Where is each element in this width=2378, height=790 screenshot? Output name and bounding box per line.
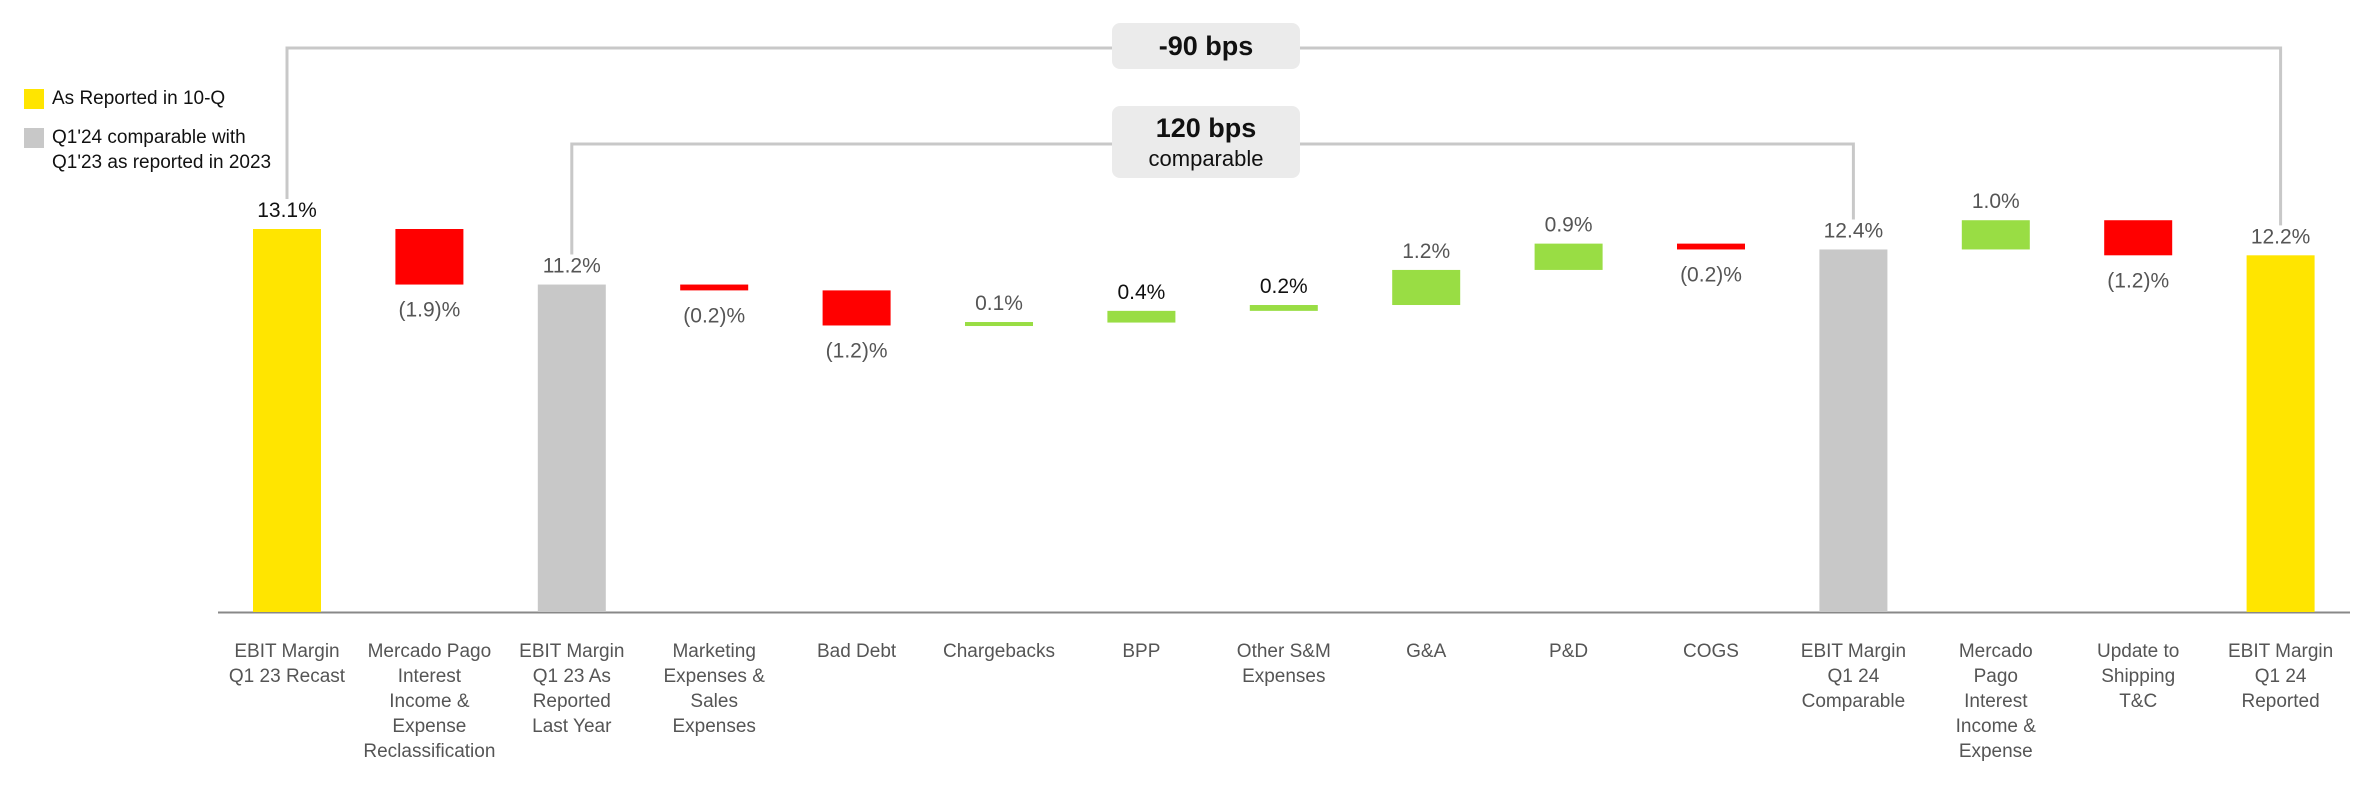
- bar-1: [253, 229, 321, 612]
- legend: As Reported in 10-Q Q1'24 comparable wit…: [24, 86, 274, 189]
- bar-10: [1534, 243, 1603, 270]
- data-label-14: (1.2)%: [2107, 269, 2169, 292]
- category-label-2-line-2: Interest: [398, 666, 462, 687]
- category-label-12-line-3: Comparable: [1802, 691, 1906, 712]
- category-label-1-line-1: EBIT Margin: [234, 641, 339, 662]
- bracket-sublabel-2: comparable: [1149, 146, 1264, 171]
- category-label-7-line-1: BPP: [1122, 641, 1160, 662]
- bar-14: [2104, 220, 2173, 256]
- category-label-3-line-3: Reported: [533, 691, 611, 712]
- category-label-4-line-2: Expenses &: [663, 666, 765, 687]
- category-label-15-line-1: EBIT Margin: [2228, 641, 2333, 662]
- category-label-3-line-1: EBIT Margin: [519, 641, 624, 662]
- category-label-2-line-4: Expense: [392, 716, 466, 737]
- data-label-13: 1.0%: [1972, 190, 2020, 213]
- legend-item-comparable: Q1'24 comparable with Q1'23 as reported …: [24, 125, 274, 175]
- data-label-1: 13.1%: [257, 199, 317, 222]
- bracket-box-1: [1112, 23, 1300, 69]
- category-label-4-line-3: Sales: [690, 691, 738, 712]
- data-label-2: (1.9)%: [398, 299, 460, 322]
- category-label-12-line-1: EBIT Margin: [1801, 641, 1906, 662]
- category-label-13-line-1: Mercado: [1959, 641, 2033, 662]
- data-label-6: 0.1%: [975, 292, 1023, 315]
- category-label-11-line-1: COGS: [1683, 641, 1739, 662]
- bar-13: [1961, 220, 2030, 250]
- category-label-12-line-2: Q1 24: [1828, 666, 1880, 687]
- bar-7: [1107, 310, 1176, 323]
- bar-11: [1677, 243, 1745, 250]
- bar-5: [822, 290, 891, 326]
- category-label-14-line-3: T&C: [2119, 691, 2157, 712]
- category-label-13-line-3: Interest: [1964, 691, 2028, 712]
- data-label-3: 11.2%: [543, 255, 601, 278]
- data-label-15: 12.2%: [2251, 225, 2311, 248]
- category-label-6-line-1: Chargebacks: [943, 641, 1055, 662]
- category-label-1-line-2: Q1 23 Recast: [229, 666, 346, 687]
- category-label-2-line-1: Mercado Pago: [368, 641, 492, 662]
- bar-3: [537, 284, 606, 612]
- legend-swatch-comparable: [24, 128, 44, 148]
- category-label-2-line-5: Reclassification: [363, 741, 495, 762]
- bar-4: [680, 284, 749, 291]
- legend-swatch-reported: [24, 89, 44, 109]
- data-label-7: 0.4%: [1117, 281, 1165, 304]
- bar-15: [2246, 255, 2315, 612]
- category-label-8-line-1: Other S&M: [1237, 641, 1331, 662]
- bar-9: [1392, 269, 1461, 306]
- bar-2: [395, 229, 464, 285]
- category-label-5-line-1: Bad Debt: [817, 641, 897, 662]
- bracket-box-2: [1112, 106, 1300, 178]
- legend-label-comparable: Q1'24 comparable with Q1'23 as reported …: [52, 127, 272, 173]
- category-label-13-line-2: Pago: [1974, 666, 2018, 687]
- category-label-4-line-1: Marketing: [672, 641, 755, 662]
- bracket-label-1: -90 bps: [1159, 31, 1254, 61]
- data-label-10: 0.9%: [1545, 214, 1593, 237]
- legend-label-reported: As Reported in 10-Q: [52, 88, 226, 109]
- bar-6: [965, 322, 1033, 327]
- category-label-4-line-4: Expenses: [672, 716, 755, 737]
- category-label-13-line-5: Expense: [1959, 741, 2033, 762]
- data-label-4: (0.2)%: [683, 304, 745, 327]
- legend-item-reported: As Reported in 10-Q: [24, 86, 274, 111]
- category-label-15-line-2: Q1 24: [2255, 666, 2307, 687]
- bracket-label-2: 120 bps: [1156, 113, 1257, 143]
- category-label-8-line-2: Expenses: [1242, 666, 1325, 687]
- category-label-14-line-2: Shipping: [2101, 666, 2175, 687]
- category-label-10-line-1: P&D: [1549, 641, 1588, 662]
- category-label-9-line-1: G&A: [1406, 641, 1446, 662]
- data-label-8: 0.2%: [1260, 275, 1308, 298]
- bar-12: [1819, 249, 1888, 613]
- data-label-9: 1.2%: [1402, 240, 1450, 263]
- category-label-3-line-2: Q1 23 As: [533, 666, 611, 687]
- category-label-15-line-3: Reported: [2242, 691, 2320, 712]
- category-label-14-line-1: Update to: [2097, 641, 2179, 662]
- category-label-13-line-4: Income &: [1956, 716, 2037, 737]
- data-label-11: (0.2)%: [1680, 263, 1742, 286]
- category-label-2-line-3: Income &: [389, 691, 470, 712]
- data-label-5: (1.2)%: [826, 339, 888, 362]
- bar-8: [1249, 305, 1318, 311]
- category-label-3-line-4: Last Year: [532, 716, 612, 737]
- data-label-12: 12.4%: [1824, 219, 1884, 242]
